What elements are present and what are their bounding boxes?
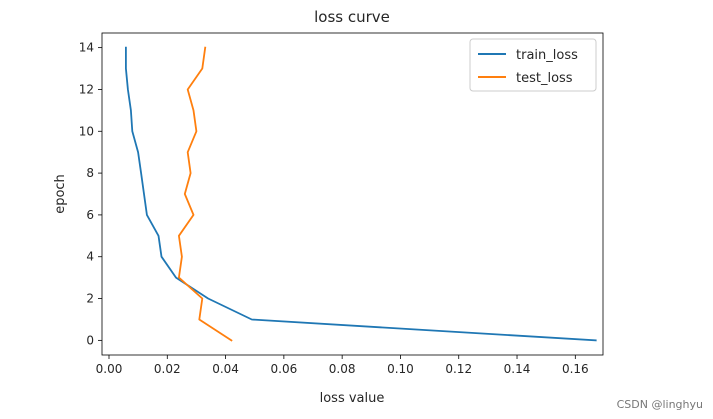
legend-label-test-loss: test_loss (516, 71, 573, 86)
x-tick-label: 0.00 (96, 362, 123, 376)
y-tick-label: 12 (79, 82, 94, 96)
y-tick-label: 0 (86, 333, 94, 347)
chart-title: loss curve (314, 8, 390, 26)
legend: train_loss test_loss (469, 38, 597, 92)
plot-frame (101, 32, 604, 356)
x-axis: 0.00 0.02 0.04 0.06 0.08 0.10 0.12 0.14 0.16 (96, 355, 589, 376)
y-tick-label: 2 (86, 292, 94, 306)
x-axis-title: loss value (320, 391, 385, 406)
x-tick-label: 0.10 (387, 362, 414, 376)
x-tick-label: 0.04 (212, 362, 239, 376)
y-tick-label: 8 (86, 166, 94, 180)
x-tick-label: 0.12 (445, 362, 472, 376)
y-tick-label: 10 (79, 124, 94, 138)
watermark: CSDN @linghyu (616, 398, 703, 411)
x-tick-label: 0.02 (154, 362, 181, 376)
y-tick-label: 14 (79, 41, 94, 55)
y-tick-label: 4 (86, 250, 94, 264)
series-layer (125, 46, 597, 342)
x-tick-label: 0.16 (562, 362, 589, 376)
x-tick-label: 0.08 (329, 362, 356, 376)
x-tick-label: 0.06 (271, 362, 298, 376)
y-axis-title: epoch (53, 174, 68, 214)
series-line-train-loss (125, 46, 597, 342)
x-tick-label: 0.14 (504, 362, 531, 376)
y-tick-label: 6 (86, 208, 94, 222)
series-line-test-loss (177, 46, 233, 342)
legend-label-train-loss: train_loss (516, 48, 578, 63)
y-axis: 0 2 4 6 8 10 12 14 (79, 41, 102, 347)
